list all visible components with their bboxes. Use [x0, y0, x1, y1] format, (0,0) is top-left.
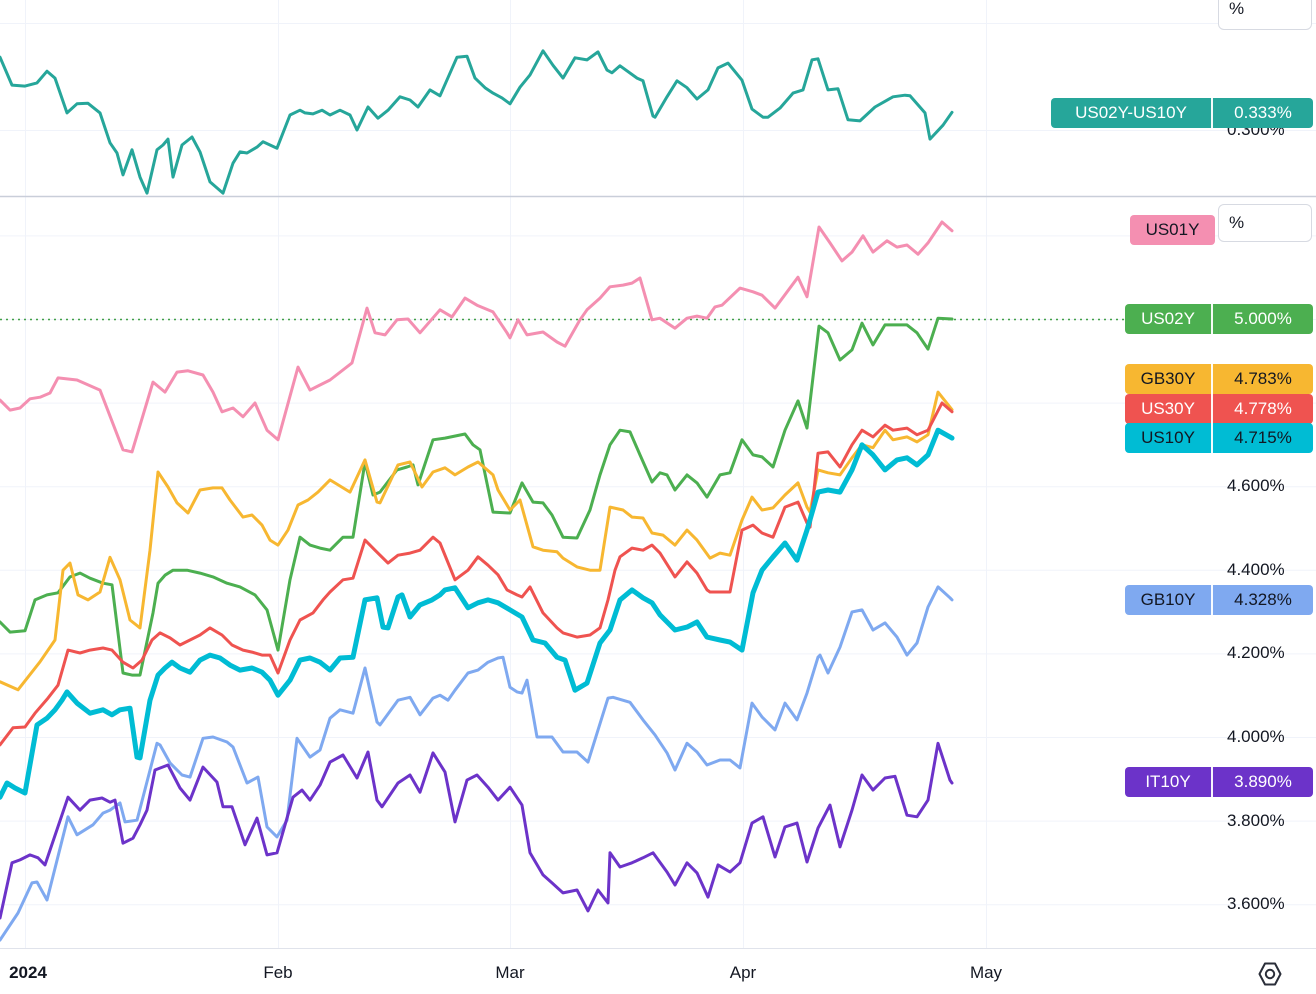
time-axis-label-may: May — [969, 963, 1003, 982]
time-axis-label-apr: Apr — [729, 963, 757, 982]
price-label-us10y[interactable]: US10Y 4.715% — [1125, 423, 1313, 453]
price-label-name: GB30Y — [1140, 369, 1196, 388]
price-label-it10y[interactable]: IT10Y 3.890% — [1125, 767, 1313, 797]
series-line-gb30y[interactable] — [0, 390, 954, 692]
y-axis-tick-label: 4.200% — [1227, 643, 1285, 663]
series-line-us02y[interactable] — [0, 316, 954, 677]
time-axis-label-2024: 2024 — [9, 963, 47, 982]
series-line-us01y[interactable] — [0, 220, 954, 454]
series-line-us30y[interactable] — [0, 401, 954, 747]
series-line-us02y-us10y[interactable] — [0, 49, 954, 195]
price-label-value: 4.328% — [1211, 585, 1313, 615]
axis-unit-box: % — [1218, 204, 1312, 242]
y-axis-tick-label: 3.800% — [1227, 810, 1285, 830]
price-scale-settings-button[interactable] — [1252, 958, 1288, 990]
price-label-us02y[interactable]: US02Y 5.000% — [1125, 304, 1313, 334]
series-line-it10y[interactable] — [0, 741, 954, 920]
price-label-us30y[interactable]: US30Y 4.778% — [1125, 394, 1313, 424]
y-axis-tick-label: 4.400% — [1227, 559, 1285, 579]
y-axis-tick-label: 3.600% — [1227, 894, 1285, 914]
y-axis-tick-label: 4.600% — [1227, 476, 1285, 496]
series-line-us10y[interactable] — [0, 427, 955, 800]
price-label-gb30y[interactable]: GB30Y 4.783% — [1125, 364, 1313, 394]
price-label-value: 4.778% — [1211, 394, 1313, 424]
price-label-name: US02Y-US10Y — [1075, 103, 1187, 122]
price-label-value: 0.333% — [1211, 98, 1313, 128]
series-line-gb10y[interactable] — [0, 585, 954, 942]
axis-unit-box: % — [1218, 0, 1312, 30]
price-label-name: GB10Y — [1140, 590, 1196, 609]
time-axis-label-mar: Mar — [495, 963, 525, 982]
time-axis-label-feb: Feb — [263, 963, 293, 982]
price-label-us02y-us10y[interactable]: US02Y-US10Y 0.333% — [1051, 98, 1313, 128]
price-label-value: 5.000% — [1211, 304, 1313, 334]
price-label-name: US01Y — [1145, 220, 1200, 239]
price-label-us01y[interactable]: US01Y — [1130, 215, 1215, 245]
price-label-name: US30Y — [1141, 399, 1195, 418]
price-label-gb10y[interactable]: GB10Y 4.328% — [1125, 585, 1313, 615]
time-axis[interactable]: 2024 Feb Mar Apr May — [0, 948, 1316, 994]
price-label-value: 4.715% — [1211, 423, 1313, 453]
price-label-value: 3.890% — [1211, 767, 1313, 797]
price-label-name: US02Y — [1141, 309, 1195, 328]
price-label-name: IT10Y — [1145, 772, 1191, 791]
gear-icon — [1258, 962, 1282, 986]
price-label-value: 4.783% — [1211, 364, 1313, 394]
price-label-name: US10Y — [1141, 428, 1195, 447]
chart-area[interactable] — [0, 0, 1316, 948]
y-axis-tick-label: 4.000% — [1227, 727, 1285, 746]
